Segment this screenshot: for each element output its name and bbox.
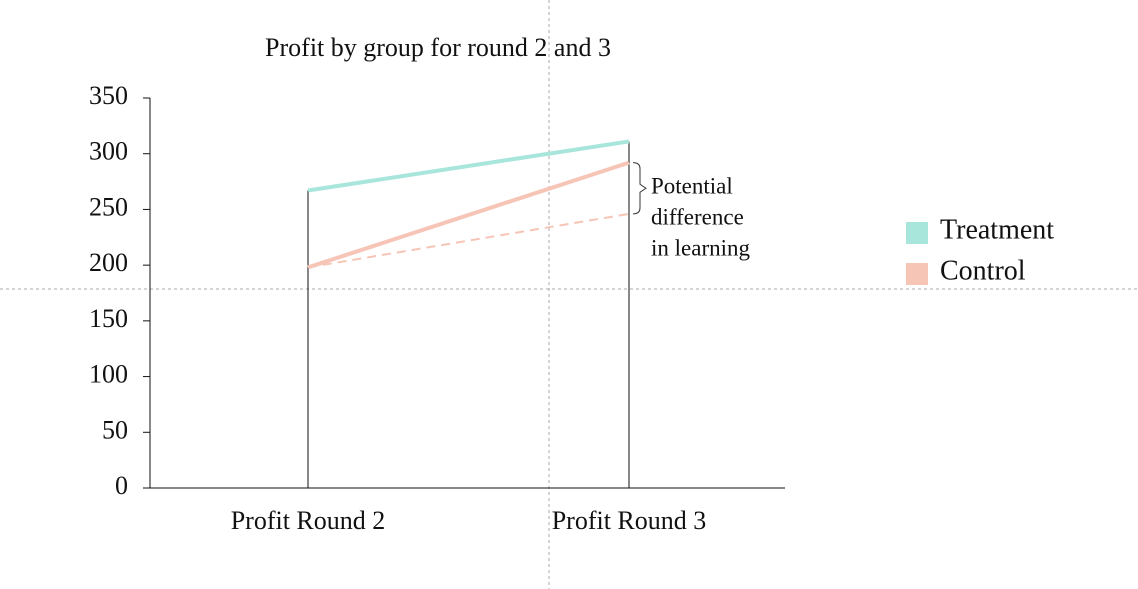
legend-label: Control [940, 255, 1026, 286]
x-tick-label: Profit Round 3 [552, 506, 707, 535]
annotation: difference [651, 204, 744, 229]
x-tick-label: Profit Round 2 [231, 506, 386, 535]
y-tick-label: 200 [89, 248, 128, 277]
series-line [307, 139, 630, 193]
chart-title: Profit by group for round 2 and 3 [265, 33, 611, 62]
y-tick-label: 250 [89, 192, 128, 221]
series-line [307, 160, 630, 270]
y-tick-label: 300 [89, 137, 128, 166]
legend-swatch [906, 263, 928, 285]
y-tick-label: 100 [89, 360, 128, 389]
y-tick-label: 150 [89, 304, 128, 333]
y-tick-label: 0 [115, 471, 128, 500]
legend-swatch [906, 222, 928, 244]
y-tick-label: 50 [102, 415, 128, 444]
y-tick-label: 350 [89, 81, 128, 110]
bracket [632, 162, 647, 215]
annotation: in learning [651, 235, 750, 260]
legend-label: Treatment [940, 214, 1054, 245]
annotation: Potential [651, 173, 733, 198]
projection-line [307, 212, 630, 269]
